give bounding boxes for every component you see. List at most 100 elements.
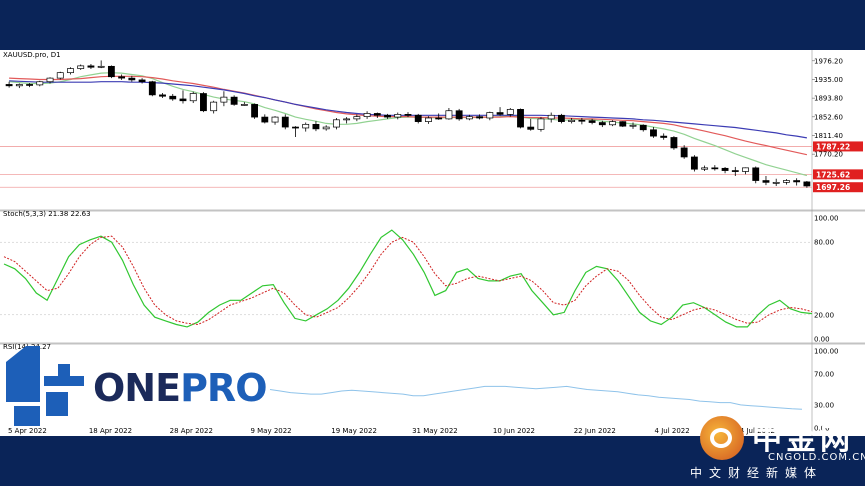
candle-body	[711, 167, 719, 170]
date-tick-label: 14 Jul 2022	[735, 427, 775, 435]
price-tick-label: 1811.40	[814, 132, 843, 140]
stoch-label: Stoch(5,3,3) 21.38 22.63	[3, 210, 91, 218]
onepro-mark-icon	[6, 346, 84, 426]
candle-body	[690, 156, 698, 170]
candle-body	[322, 126, 330, 130]
candle-body	[793, 180, 801, 183]
candle-body	[547, 114, 555, 120]
candle-body	[752, 167, 760, 181]
candle-body	[568, 119, 576, 122]
candle-body	[77, 65, 85, 69]
stoch-tick-label: 0.00	[814, 336, 830, 344]
candle-body	[220, 96, 228, 103]
rsi-tick-label: 0.00	[814, 425, 830, 433]
candle-body	[5, 84, 13, 87]
level-badge	[813, 141, 863, 152]
rsi-line	[269, 385, 803, 410]
candle-body	[517, 109, 524, 128]
rsi-tick-label: 100.00	[814, 348, 839, 356]
candle-body	[56, 72, 64, 79]
candle-body	[527, 126, 535, 130]
candle-body	[762, 180, 770, 183]
candle-body	[261, 116, 269, 123]
price-tick-label: 1852.60	[814, 113, 843, 121]
candle-body	[435, 117, 443, 120]
onepro-logo: ONEPRO	[6, 346, 268, 426]
level-badge	[813, 182, 863, 193]
candle-body	[455, 110, 463, 120]
date-tick-label: 4 Jul 2022	[655, 427, 690, 435]
ma-slow-line	[9, 80, 808, 139]
candle-body	[128, 77, 136, 81]
candle-body	[15, 84, 23, 87]
candle-body	[598, 122, 606, 126]
date-tick-label: 22 Jun 2022	[574, 427, 616, 435]
date-tick-label: 31 May 2022	[412, 427, 458, 435]
candle-body	[506, 109, 514, 115]
candle-body	[404, 114, 412, 116]
candle-body	[332, 119, 340, 128]
candle-body	[200, 93, 207, 112]
date-tick-label: 28 Apr 2022	[170, 427, 213, 435]
cngold-brand: 中金网	[752, 422, 854, 457]
candle-body	[159, 94, 166, 97]
candle-body	[394, 114, 402, 118]
date-tick-label: 9 May 2022	[250, 427, 291, 435]
level-badge-label: 1787.22	[816, 142, 850, 151]
candle-body	[292, 126, 299, 129]
candle-body	[783, 180, 790, 183]
candle-body	[670, 137, 678, 149]
candle-body	[373, 113, 381, 116]
candle-body	[803, 181, 811, 187]
cngold-watermark: 中金网 CNGOLD.COM.CN 中文财经新媒体	[690, 414, 865, 484]
candle-body	[138, 79, 146, 83]
candle-body	[731, 170, 739, 172]
candle-body	[251, 104, 259, 118]
price-tick-label: 1976.20	[814, 57, 843, 65]
ma-fast-line	[9, 72, 808, 177]
candle-body	[629, 124, 637, 127]
candle-body	[46, 77, 54, 83]
onepro-wordmark: ONEPRO	[93, 366, 268, 410]
cngold-url: CNGOLD.COM.CN	[768, 452, 865, 463]
level-badge-label: 1697.26	[816, 183, 850, 192]
candle-body	[118, 76, 126, 79]
candle-body	[353, 116, 361, 120]
candle-body	[650, 129, 657, 137]
candle-body	[486, 112, 494, 119]
candle-body	[557, 114, 565, 122]
cngold-slogan: 中文财经新媒体	[690, 466, 824, 480]
rsi-tick-label: 30.00	[814, 401, 834, 409]
date-tick-label: 18 Apr 2022	[89, 427, 132, 435]
candle-body	[701, 167, 709, 170]
level-badge-label: 1725.62	[816, 170, 850, 179]
candle-body	[343, 118, 351, 121]
candle-body	[230, 96, 238, 105]
price-tick-label: 1893.80	[814, 95, 843, 103]
date-tick-label: 10 Jun 2022	[493, 427, 535, 435]
candle-body	[680, 147, 688, 158]
candle-body	[384, 114, 391, 118]
candle-body	[189, 93, 197, 102]
candle-body	[639, 124, 647, 131]
candle-body	[210, 101, 218, 112]
candle-body	[312, 123, 320, 130]
candle-body	[537, 118, 545, 130]
candle-body	[169, 95, 177, 100]
candle-body	[67, 68, 74, 74]
date-tick-label: 19 May 2022	[331, 427, 377, 435]
candle-body	[660, 135, 668, 138]
candle-body	[619, 121, 627, 127]
onepro-wordmark-one: ONE	[93, 366, 181, 410]
candle-body	[26, 84, 33, 86]
stoch-main-line	[3, 229, 813, 328]
rsi-tick-label: 70.00	[814, 371, 834, 379]
level-badge	[813, 169, 863, 180]
candle-body	[465, 116, 473, 120]
candle-body	[721, 167, 729, 171]
candle-body	[107, 65, 115, 78]
candle-body	[772, 182, 780, 184]
candle-body	[281, 116, 289, 128]
candle-body	[363, 113, 371, 117]
candle-body	[445, 110, 453, 120]
